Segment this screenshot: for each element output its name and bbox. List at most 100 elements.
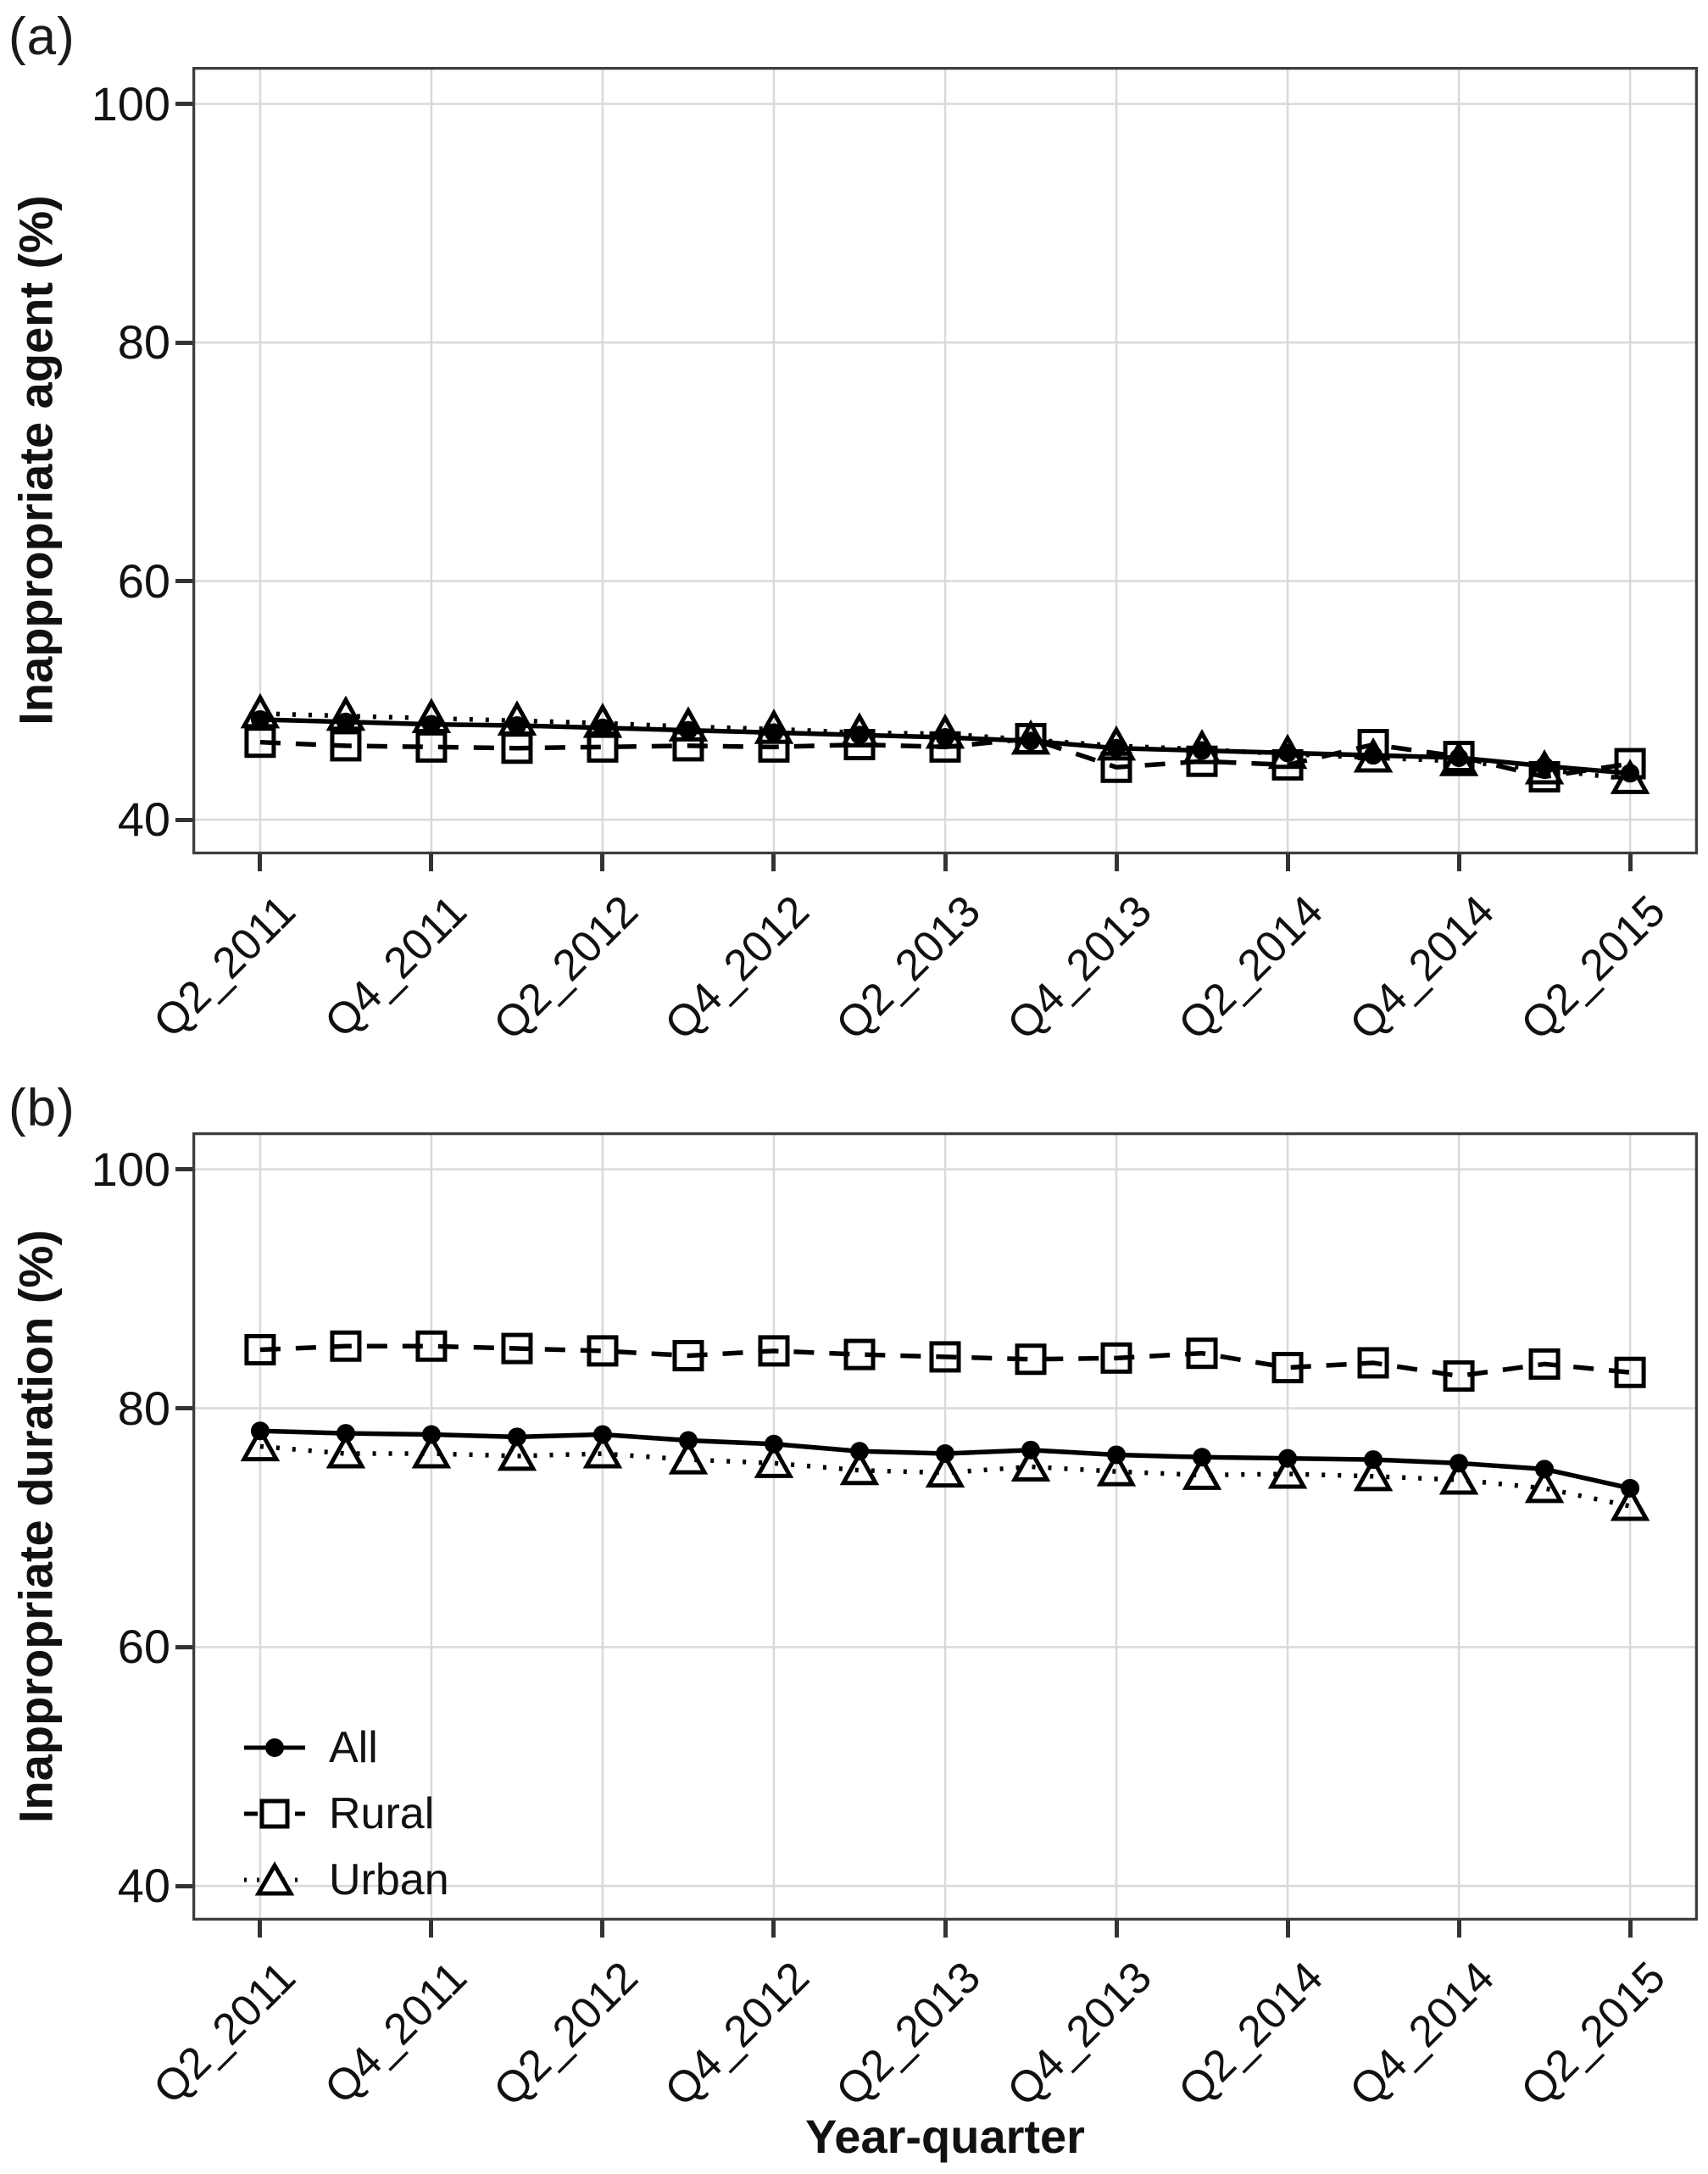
marker-urban-open-triangle: [1524, 1467, 1565, 1504]
marker-rural-open-square: [415, 1330, 448, 1362]
plot-border: [192, 1132, 1698, 1921]
y-tick-label: 40: [117, 792, 170, 847]
marker-rural-open-square: [1100, 751, 1132, 783]
marker-urban-open-triangle: [1096, 1451, 1137, 1487]
marker-urban-open-triangle: [411, 698, 452, 734]
marker-urban-open-triangle: [325, 1432, 366, 1469]
y-tick-label: 100: [91, 76, 170, 131]
marker-urban-open-triangle: [1353, 737, 1394, 773]
legend-label-all: All: [329, 1723, 378, 1772]
y-tick-mark: [175, 579, 192, 584]
marker-urban-open-triangle: [754, 709, 794, 744]
marker-urban-open-triangle: [668, 1438, 709, 1475]
y-tick-mark: [175, 817, 192, 822]
marker-urban-open-triangle: [497, 1435, 537, 1471]
marker-urban-open-triangle: [1010, 1446, 1051, 1482]
marker-urban-open-triangle: [1182, 1454, 1222, 1490]
x-tick-mark: [771, 854, 776, 871]
y-tick-label: 80: [117, 315, 170, 370]
marker-rural-open-square: [501, 1332, 533, 1365]
y-tick-label: 80: [117, 1381, 170, 1435]
marker-urban-open-triangle: [1610, 759, 1650, 794]
x-tick-mark: [1285, 854, 1290, 871]
panel-a-y-axis-title: Inappropriate agent (%): [8, 195, 63, 726]
marker-all-filled-circle: [507, 715, 526, 735]
x-tick-mark: [1285, 1921, 1290, 1938]
marker-rural-open-square: [929, 1341, 961, 1373]
marker-urban-open-triangle: [668, 706, 709, 742]
series-line-rural: [259, 1343, 1631, 1379]
legend-label-urban: Urban: [329, 1855, 449, 1904]
marker-rural-open-square: [1357, 729, 1389, 761]
marker-urban-open-triangle: [1610, 1485, 1650, 1521]
x-axis-title: Year-quarter: [805, 2110, 1085, 2163]
y-tick-mark: [175, 102, 192, 107]
marker-rural-open-square: [1357, 1347, 1389, 1379]
marker-rural-open-square: [672, 1340, 704, 1371]
x-tick-mark: [1114, 1921, 1119, 1938]
x-tick-mark: [1456, 1921, 1461, 1938]
marker-rural-open-square: [1100, 1342, 1132, 1374]
marker-urban-open-triangle: [240, 692, 281, 729]
marker-urban-open-triangle: [1010, 719, 1051, 755]
marker-rural-open-square: [587, 731, 619, 763]
y-tick-label: 40: [117, 1859, 170, 1913]
marker-rural-open-square: [244, 1333, 276, 1365]
marker-urban-open-triangle: [1267, 733, 1308, 770]
marker-urban-open-triangle: [497, 700, 537, 736]
legend-item-rural: Rural: [242, 1788, 449, 1839]
marker-urban-open-triangle: [754, 1443, 794, 1478]
panel-b-letter: (b): [8, 1079, 75, 1137]
marker-rural-open-square: [843, 1338, 876, 1371]
x-tick-mark: [429, 854, 434, 871]
x-tick-mark: [258, 1921, 263, 1938]
marker-urban-open-triangle: [925, 1452, 965, 1488]
panel-a-letter: (a): [8, 8, 75, 66]
x-tick-mark: [258, 854, 263, 871]
marker-urban-open-triangle: [1096, 725, 1137, 761]
marker-rural-open-square: [1528, 1348, 1561, 1380]
panel-b-plot-area: [192, 1132, 1698, 1921]
marker-rural-open-square: [1271, 1352, 1304, 1384]
y-tick-mark: [175, 1644, 192, 1649]
series-line-urban: [259, 1443, 1631, 1509]
marker-urban-open-triangle: [582, 703, 623, 738]
series-line-urban: [259, 711, 1631, 782]
marker-rural-open-square: [758, 731, 790, 763]
plot-border: [192, 67, 1698, 854]
marker-rural-open-square: [587, 1335, 619, 1367]
marker-urban-open-triangle: [582, 1432, 623, 1469]
legend-marker-urban-open-triangle-icon: [244, 1860, 305, 1896]
marker-rural-open-square: [244, 726, 276, 759]
marker-rural-open-square: [672, 730, 704, 762]
panel-a-plot-area: [192, 67, 1698, 854]
y-tick-mark: [175, 340, 192, 345]
marker-rural-open-square: [1614, 1356, 1646, 1388]
marker-urban-open-triangle: [325, 695, 366, 731]
panel-b-y-axis-title: Inappropriate duration (%): [8, 1230, 63, 1823]
y-tick-mark: [175, 1883, 192, 1888]
marker-rural-open-square: [415, 731, 448, 763]
marker-rural-open-square: [1015, 1343, 1047, 1376]
x-tick-mark: [1456, 854, 1461, 871]
y-tick-label: 60: [117, 553, 170, 608]
marker-urban-open-triangle: [411, 1432, 452, 1469]
marker-rural-open-square: [1614, 748, 1646, 780]
marker-urban-open-triangle: [240, 1426, 281, 1462]
x-tick-mark: [600, 854, 605, 871]
marker-rural-open-square: [330, 730, 362, 762]
marker-urban-open-triangle: [839, 1449, 880, 1486]
legend-label-rural: Rural: [329, 1789, 435, 1838]
marker-urban-open-triangle: [1182, 729, 1222, 765]
marker-rural-open-square: [330, 1330, 362, 1362]
x-tick-mark: [943, 1921, 948, 1938]
y-tick-mark: [175, 1167, 192, 1172]
y-tick-mark: [175, 1406, 192, 1410]
x-tick-mark: [943, 854, 948, 871]
marker-rural-open-square: [758, 1335, 790, 1367]
legend-item-urban: Urban: [242, 1854, 449, 1905]
marker-rural-open-square: [1443, 1359, 1475, 1392]
marker-urban-open-triangle: [925, 713, 965, 749]
marker-rural-open-square: [1186, 1337, 1218, 1370]
legend-item-all: All: [242, 1722, 449, 1773]
